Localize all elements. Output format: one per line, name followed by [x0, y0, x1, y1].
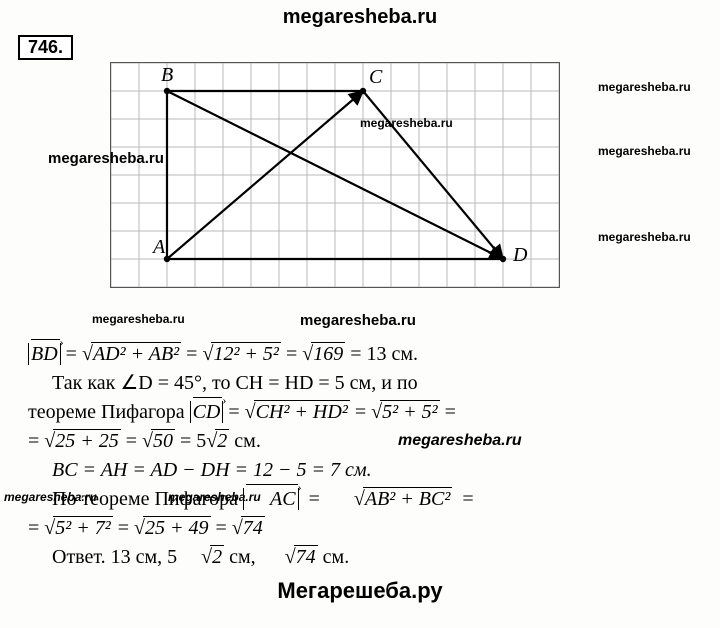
watermark: megaresheba.ru: [398, 429, 522, 452]
site-header: megaresheba.ru: [0, 0, 720, 33]
svg-text:D: D: [512, 244, 528, 266]
svg-text:B: B: [161, 64, 173, 86]
svg-text:C: C: [369, 66, 383, 88]
solution-text: BD› = AD² + AB² = 12² + 5² = 169 = 13 см…: [0, 340, 720, 572]
svg-text:A: A: [151, 236, 166, 258]
line-6: По теореме Пифагора AC› = AB² + BC² =: [28, 485, 698, 514]
watermark: megaresheba.ru: [598, 230, 691, 244]
watermark: megaresheba.ru: [300, 312, 416, 329]
line-1: BD› = AD² + AB² = 12² + 5² = 169 = 13 см…: [28, 340, 698, 369]
problem-number-box: 746.: [18, 35, 73, 60]
line-7: = 5² + 7² = 25 + 49 = 74: [28, 514, 698, 543]
line-5: BC = AH = AD − DH = 12 − 5 = 7 см.: [28, 456, 698, 485]
watermark: megaresheba.ru: [92, 312, 185, 326]
geometry-diagram: A B C D: [110, 62, 560, 288]
line-4: = 25 + 25 = 50 = 52 см. megaresheba.ru: [28, 427, 698, 456]
watermark: megaresheba.ru: [598, 80, 691, 94]
watermark: megaresheba.ru: [598, 144, 691, 158]
line-3: теореме Пифагора CD› = CH² + HD² = 5² + …: [28, 398, 698, 427]
diagram-area: A B C D megaresheba.ru megaresheba.ru megar…: [0, 60, 720, 340]
line-2: Так как ∠D = 45°, то CH = HD = 5 см, и п…: [28, 369, 698, 398]
line-8: Ответ. 13 см, 52 см, 74 см.: [28, 543, 698, 572]
site-footer: Мегарешеба.ру: [0, 572, 720, 604]
